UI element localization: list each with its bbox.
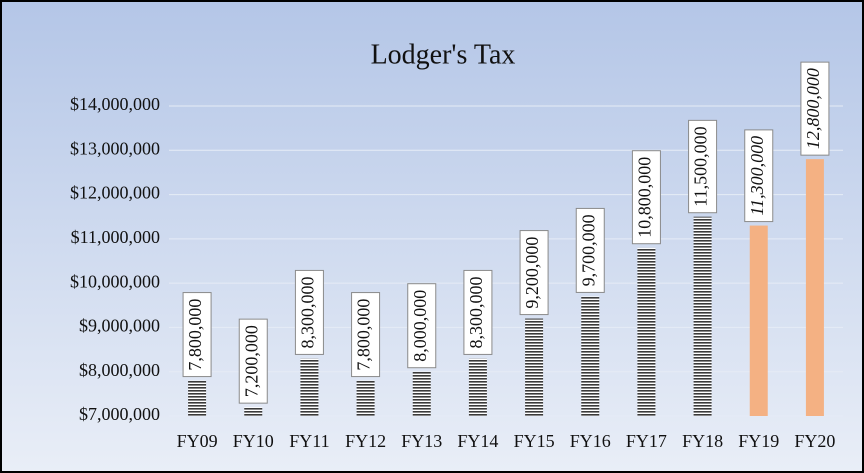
data-label: 7,200,000 [241, 325, 261, 397]
bar [581, 296, 600, 416]
y-tick-label: $13,000,000 [70, 138, 160, 158]
x-tick-label: FY10 [233, 431, 274, 451]
x-tick-label: FY19 [738, 431, 779, 451]
data-label-box [294, 269, 324, 355]
x-tick-label: FY12 [345, 431, 386, 451]
bar [637, 247, 656, 416]
y-tick-label: $12,000,000 [70, 183, 160, 203]
data-label-box [351, 292, 381, 378]
bar [356, 380, 375, 416]
bar [693, 216, 712, 416]
data-label-box [744, 129, 774, 223]
y-tick-label: $7,000,000 [79, 404, 160, 424]
data-label: 9,200,000 [522, 237, 542, 309]
x-tick-label: FY15 [514, 431, 555, 451]
bar [300, 358, 319, 416]
data-label: 11,300,000 [747, 136, 767, 216]
bar [805, 159, 824, 416]
bar [468, 358, 487, 416]
x-tick-label: FY09 [177, 431, 218, 451]
x-tick-label: FY13 [401, 431, 442, 451]
y-tick-label: $9,000,000 [79, 316, 160, 336]
data-label: 11,500,000 [691, 126, 711, 206]
chart-title: Lodger's Tax [371, 39, 516, 70]
data-label-box [519, 230, 549, 316]
data-label: 10,800,000 [635, 157, 655, 238]
data-label-box [463, 269, 493, 355]
data-label-box [238, 318, 268, 404]
x-tick-label: FY17 [626, 431, 667, 451]
data-label: 7,800,000 [354, 299, 374, 371]
data-label: 12,800,000 [803, 68, 823, 149]
data-label: 8,000,000 [410, 290, 430, 362]
data-label-box [800, 61, 830, 156]
bar [188, 380, 207, 416]
data-label-box [182, 292, 212, 378]
data-label-box [407, 283, 437, 369]
bar [412, 371, 431, 416]
data-label: 9,700,000 [578, 214, 598, 286]
data-label: 7,800,000 [185, 299, 205, 371]
y-tick-label: $14,000,000 [70, 94, 160, 114]
data-label-box [575, 207, 605, 293]
bar [525, 318, 544, 416]
x-tick-label: FY16 [570, 431, 611, 451]
x-tick-label: FY11 [289, 431, 329, 451]
x-tick-label: FY18 [682, 431, 723, 451]
data-label-box [631, 150, 661, 245]
y-tick-label: $11,000,000 [71, 227, 160, 247]
bar [244, 407, 263, 416]
data-label-box [688, 119, 718, 214]
y-tick-label: $10,000,000 [70, 271, 160, 291]
bar [749, 225, 768, 416]
x-tick-label: FY20 [794, 431, 835, 451]
data-label: 8,300,000 [466, 276, 486, 348]
y-tick-label: $8,000,000 [79, 360, 160, 380]
data-label: 8,300,000 [298, 276, 318, 348]
x-tick-label: FY14 [457, 431, 498, 451]
